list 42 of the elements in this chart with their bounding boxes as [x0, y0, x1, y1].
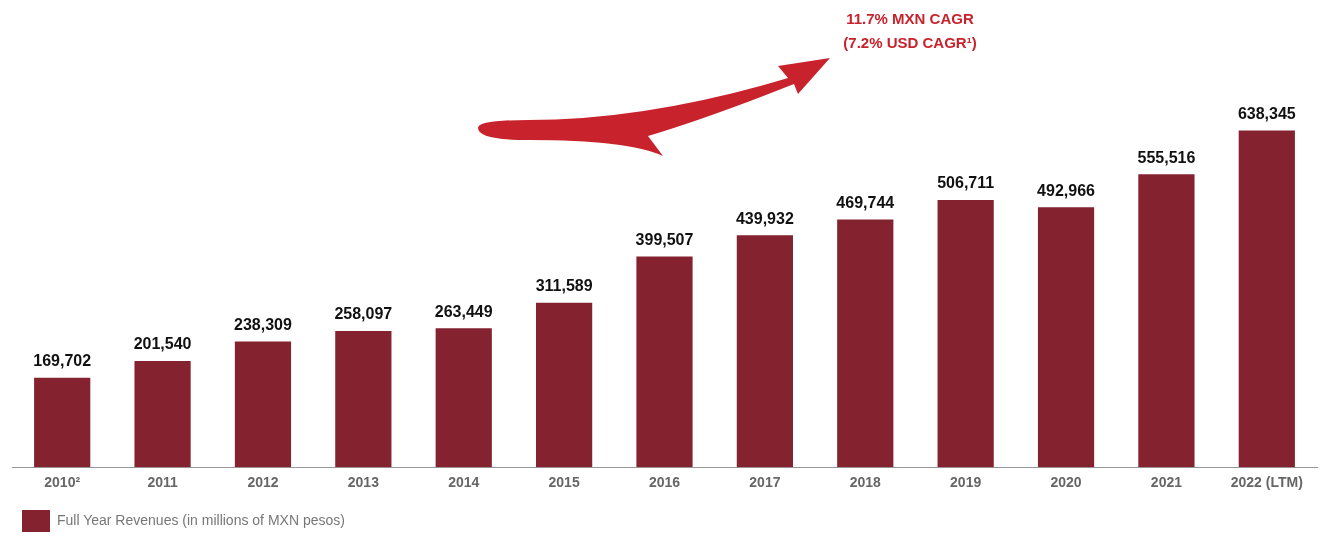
- x-tick-label: 2012: [247, 474, 279, 491]
- x-tick-label: 2020: [1050, 474, 1082, 491]
- text: 11.7% MXN CAGR: [846, 9, 974, 27]
- data-label: 638,345: [1237, 104, 1296, 122]
- x-tick-label: 2018: [849, 474, 882, 491]
- x-tick-label: 2010²: [44, 474, 81, 491]
- data-label: 469,744: [836, 193, 895, 211]
- x-tick-label: 2016: [648, 474, 681, 491]
- bar: [536, 302, 593, 468]
- bar: [134, 360, 191, 468]
- data-label: 201,540: [133, 335, 192, 353]
- data-label: 399,507: [635, 230, 694, 248]
- x-tick-label: 2014: [448, 474, 480, 491]
- x-tick-label: 2013: [347, 474, 380, 491]
- bar: [234, 341, 292, 468]
- legend-label: Full Year Revenues (in millions of MXN pesos): [57, 511, 345, 528]
- bar: [1037, 207, 1095, 468]
- data-label: 439,932: [735, 209, 794, 227]
- bar: [1138, 174, 1195, 468]
- bar: [335, 331, 392, 468]
- data-label: 506,711: [937, 174, 995, 192]
- x-tick-label: 2019: [950, 474, 982, 491]
- text: (7.2% USD CAGR¹): [843, 33, 977, 51]
- bar: [636, 256, 693, 468]
- x-tick-label: 2017: [749, 474, 781, 491]
- data-label: 263,449: [434, 302, 493, 320]
- data-label: 258,097: [334, 305, 393, 323]
- data-label: 311,589: [535, 277, 593, 295]
- bar: [937, 199, 994, 468]
- data-label: 555,516: [1137, 148, 1196, 166]
- bar: [1238, 130, 1295, 468]
- data-label: 492,966: [1037, 181, 1096, 199]
- data-label: 169,702: [33, 352, 92, 370]
- bar: [435, 328, 492, 468]
- x-tick-label: 2011: [147, 474, 178, 491]
- x-tick-label: 2022 (LTM): [1230, 474, 1303, 491]
- bar: [837, 219, 894, 468]
- data-label: 238,309: [234, 315, 292, 333]
- x-tick-label: 2021: [1150, 474, 1183, 491]
- bar: [736, 235, 793, 468]
- x-tick-label: 2015: [548, 474, 580, 491]
- bar: [34, 377, 91, 468]
